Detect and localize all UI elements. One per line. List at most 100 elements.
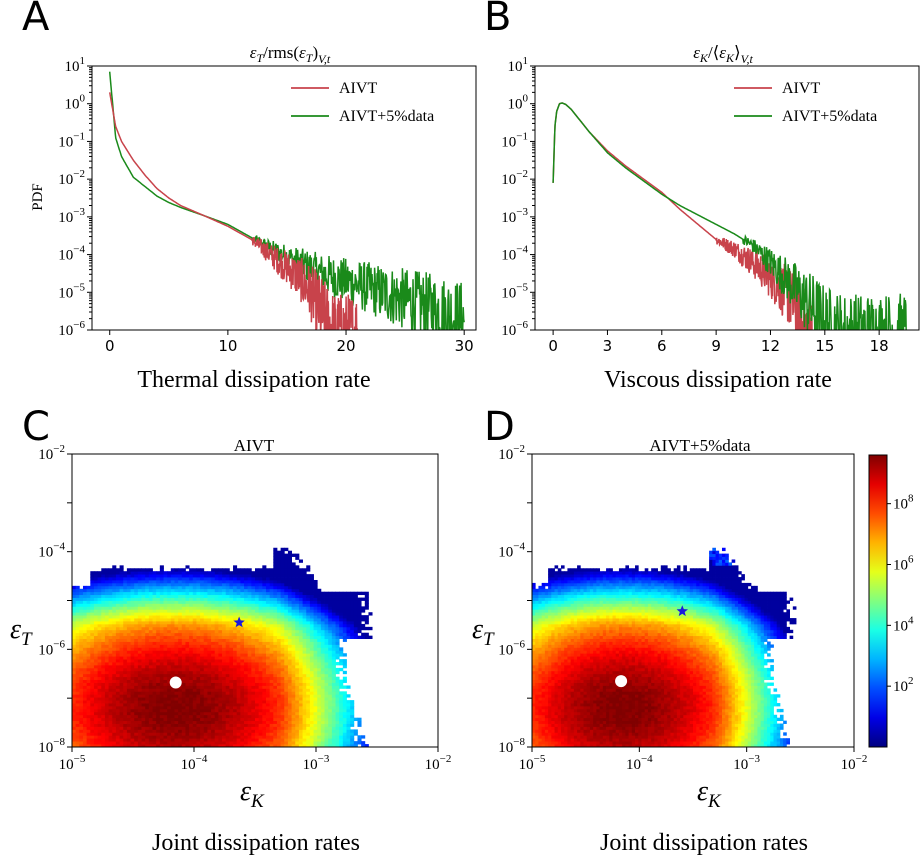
heatmap-cell [353,626,358,631]
heatmap-cell [309,714,314,719]
heatmap-cell [222,635,227,639]
heatmap-cell [163,714,168,719]
heatmap-cell [302,691,307,695]
heatmap-cell [538,682,543,686]
heatmap-cell [141,653,146,657]
heatmap-cell [75,685,80,689]
heatmap-cell [320,638,325,642]
heatmap-cell [328,594,333,598]
heatmap-cell [90,609,95,613]
heatmap-cell [97,679,102,683]
heatmap-cell [225,732,230,736]
heatmap-cell [309,577,314,581]
heatmap-cell [225,615,230,619]
heatmap-cell [291,562,296,566]
heatmap-cell [126,741,131,745]
heatmap-cell [72,717,77,722]
heatmap-cell [331,679,336,683]
heatmap-cell [339,685,344,689]
heatmap-cell [163,700,168,704]
heatmap-cell [167,582,172,587]
heatmap-cell [225,723,230,727]
heatmap-cell [141,729,146,733]
heatmap-cell [82,662,88,666]
heatmap-cell [317,632,322,637]
heatmap-cell [203,688,208,692]
heatmap-cell [112,714,117,719]
heatmap-cell [538,638,543,642]
heatmap-cell [247,705,252,710]
heatmap-cell [90,703,95,707]
heatmap-cell [203,705,208,710]
heatmap-cell [273,606,278,610]
heatmap-cell [269,647,274,651]
heatmap-cell [280,667,285,672]
heatmap-cell [101,609,106,613]
heatmap-cell [145,714,150,719]
heatmap-cell [196,653,201,657]
heatmap-cell [130,594,135,598]
heatmap-cell [280,579,285,584]
heatmap-cell [148,720,153,724]
heatmap-cell [211,647,216,651]
heatmap-cell [320,735,325,739]
heatmap-cell [196,591,201,596]
heatmap-cell [244,744,249,748]
heatmap-cell [532,664,536,669]
heatmap-cell [339,700,344,704]
heatmap-cell [225,735,230,739]
heatmap-cell [291,694,296,698]
heatmap-cell [357,603,362,607]
heatmap-cell [273,650,278,654]
heatmap-cell [331,659,336,663]
heatmap-cell [112,720,117,724]
heatmap-cell [192,635,197,639]
heatmap-cell [306,670,311,675]
heatmap-cell [295,594,300,598]
heatmap-cell [240,679,245,683]
heatmap-cell [93,594,99,598]
heatmap-cell [200,656,205,660]
heatmap-cell [339,659,344,663]
heatmap-cell [101,708,106,713]
heatmap-cell [203,738,208,742]
heatmap-cell [218,632,223,637]
heatmap-cell [93,703,99,707]
heatmap-cell [108,700,113,704]
heatmap-cell [236,615,241,619]
heatmap-cell [141,744,146,748]
heatmap-cell [236,574,241,578]
heatmap-cell [185,662,190,666]
heatmap-cell [196,650,201,654]
heatmap-cell [141,641,146,645]
heatmap-cell [532,656,536,660]
heatmap-cell [335,703,340,707]
heatmap-cell [280,714,285,719]
heatmap-cell [313,667,318,672]
heatmap-cell [163,659,168,663]
heatmap-cell [302,606,307,610]
heatmap-cell [233,685,238,689]
heatmap-cell [309,697,314,701]
heatmap-cell [328,626,333,631]
heatmap-cell [247,632,252,637]
heatmap-cell [298,571,303,575]
heatmap-cell [192,688,197,692]
heatmap-cell [295,723,300,727]
heatmap-cell [229,577,234,581]
x-tick-label: 0 [105,337,115,355]
heatmap-cell [79,626,84,631]
heatmap-cell [251,667,256,672]
heatmap-cell [342,744,347,748]
heatmap-cell [75,609,80,613]
heatmap-cell [342,618,347,622]
heatmap-cell [265,720,271,724]
heatmap-cell [192,650,197,654]
heatmap-cell [328,703,333,707]
heatmap-cell [273,574,278,578]
heatmap-cell [350,600,355,604]
heatmap-cell [170,741,175,745]
heatmap-cell [339,682,344,686]
heatmap-cell [159,635,164,639]
heatmap-cell [535,729,539,733]
